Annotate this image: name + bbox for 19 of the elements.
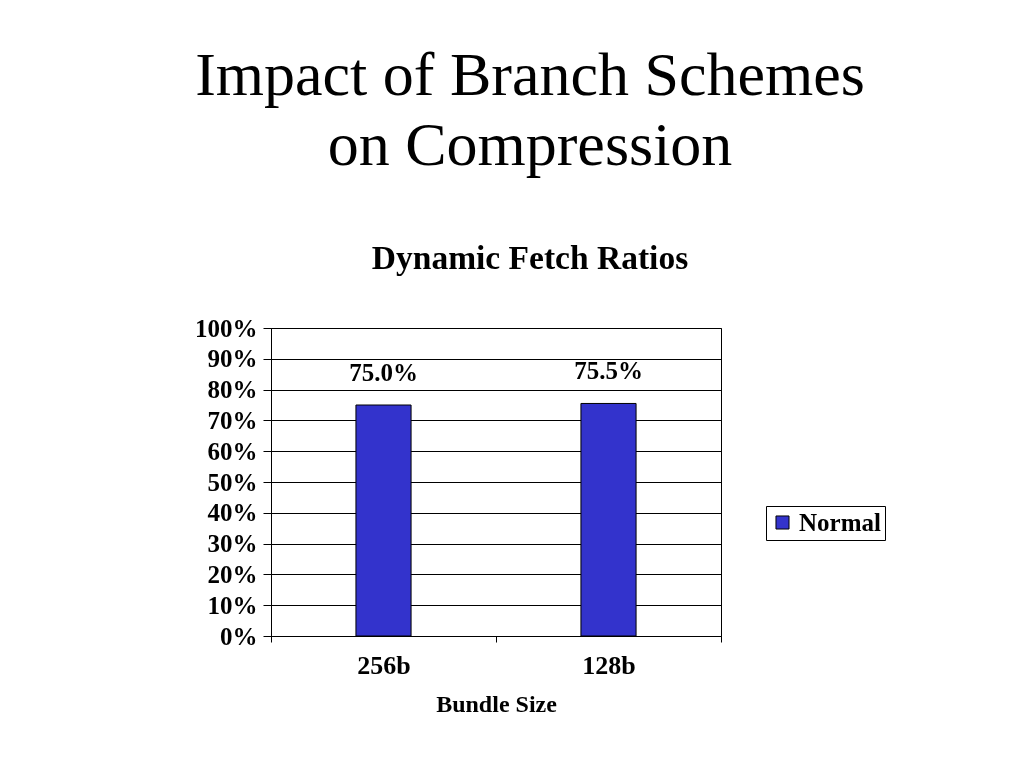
chart-subtitle: Dynamic Fetch Ratios	[371, 238, 689, 276]
y-tick-label: 0%	[220, 622, 258, 650]
y-tick-label: 100%	[195, 314, 258, 342]
legend-label: Normal	[799, 508, 881, 536]
data-label: 75.0%	[349, 359, 418, 386]
y-tick-label: 80%	[207, 376, 258, 404]
y-tick-label: 10%	[207, 591, 258, 619]
y-tick-label: 60%	[207, 437, 258, 465]
y-tick-label: 40%	[207, 499, 258, 527]
y-tick-label: 30%	[207, 530, 258, 558]
x-tick-label: 256b	[357, 650, 411, 680]
y-tick-label: 70%	[207, 406, 258, 434]
y-tick-label: 20%	[207, 560, 258, 588]
chart-title: Impact of Branch Schemes on Compression	[195, 39, 865, 178]
x-axis-title: Bundle Size	[436, 690, 558, 717]
y-tick-label: 90%	[207, 345, 258, 373]
y-tick-label: 50%	[207, 468, 258, 496]
data-label: 75.5%	[574, 357, 643, 385]
x-tick-label: 128b	[582, 650, 636, 680]
